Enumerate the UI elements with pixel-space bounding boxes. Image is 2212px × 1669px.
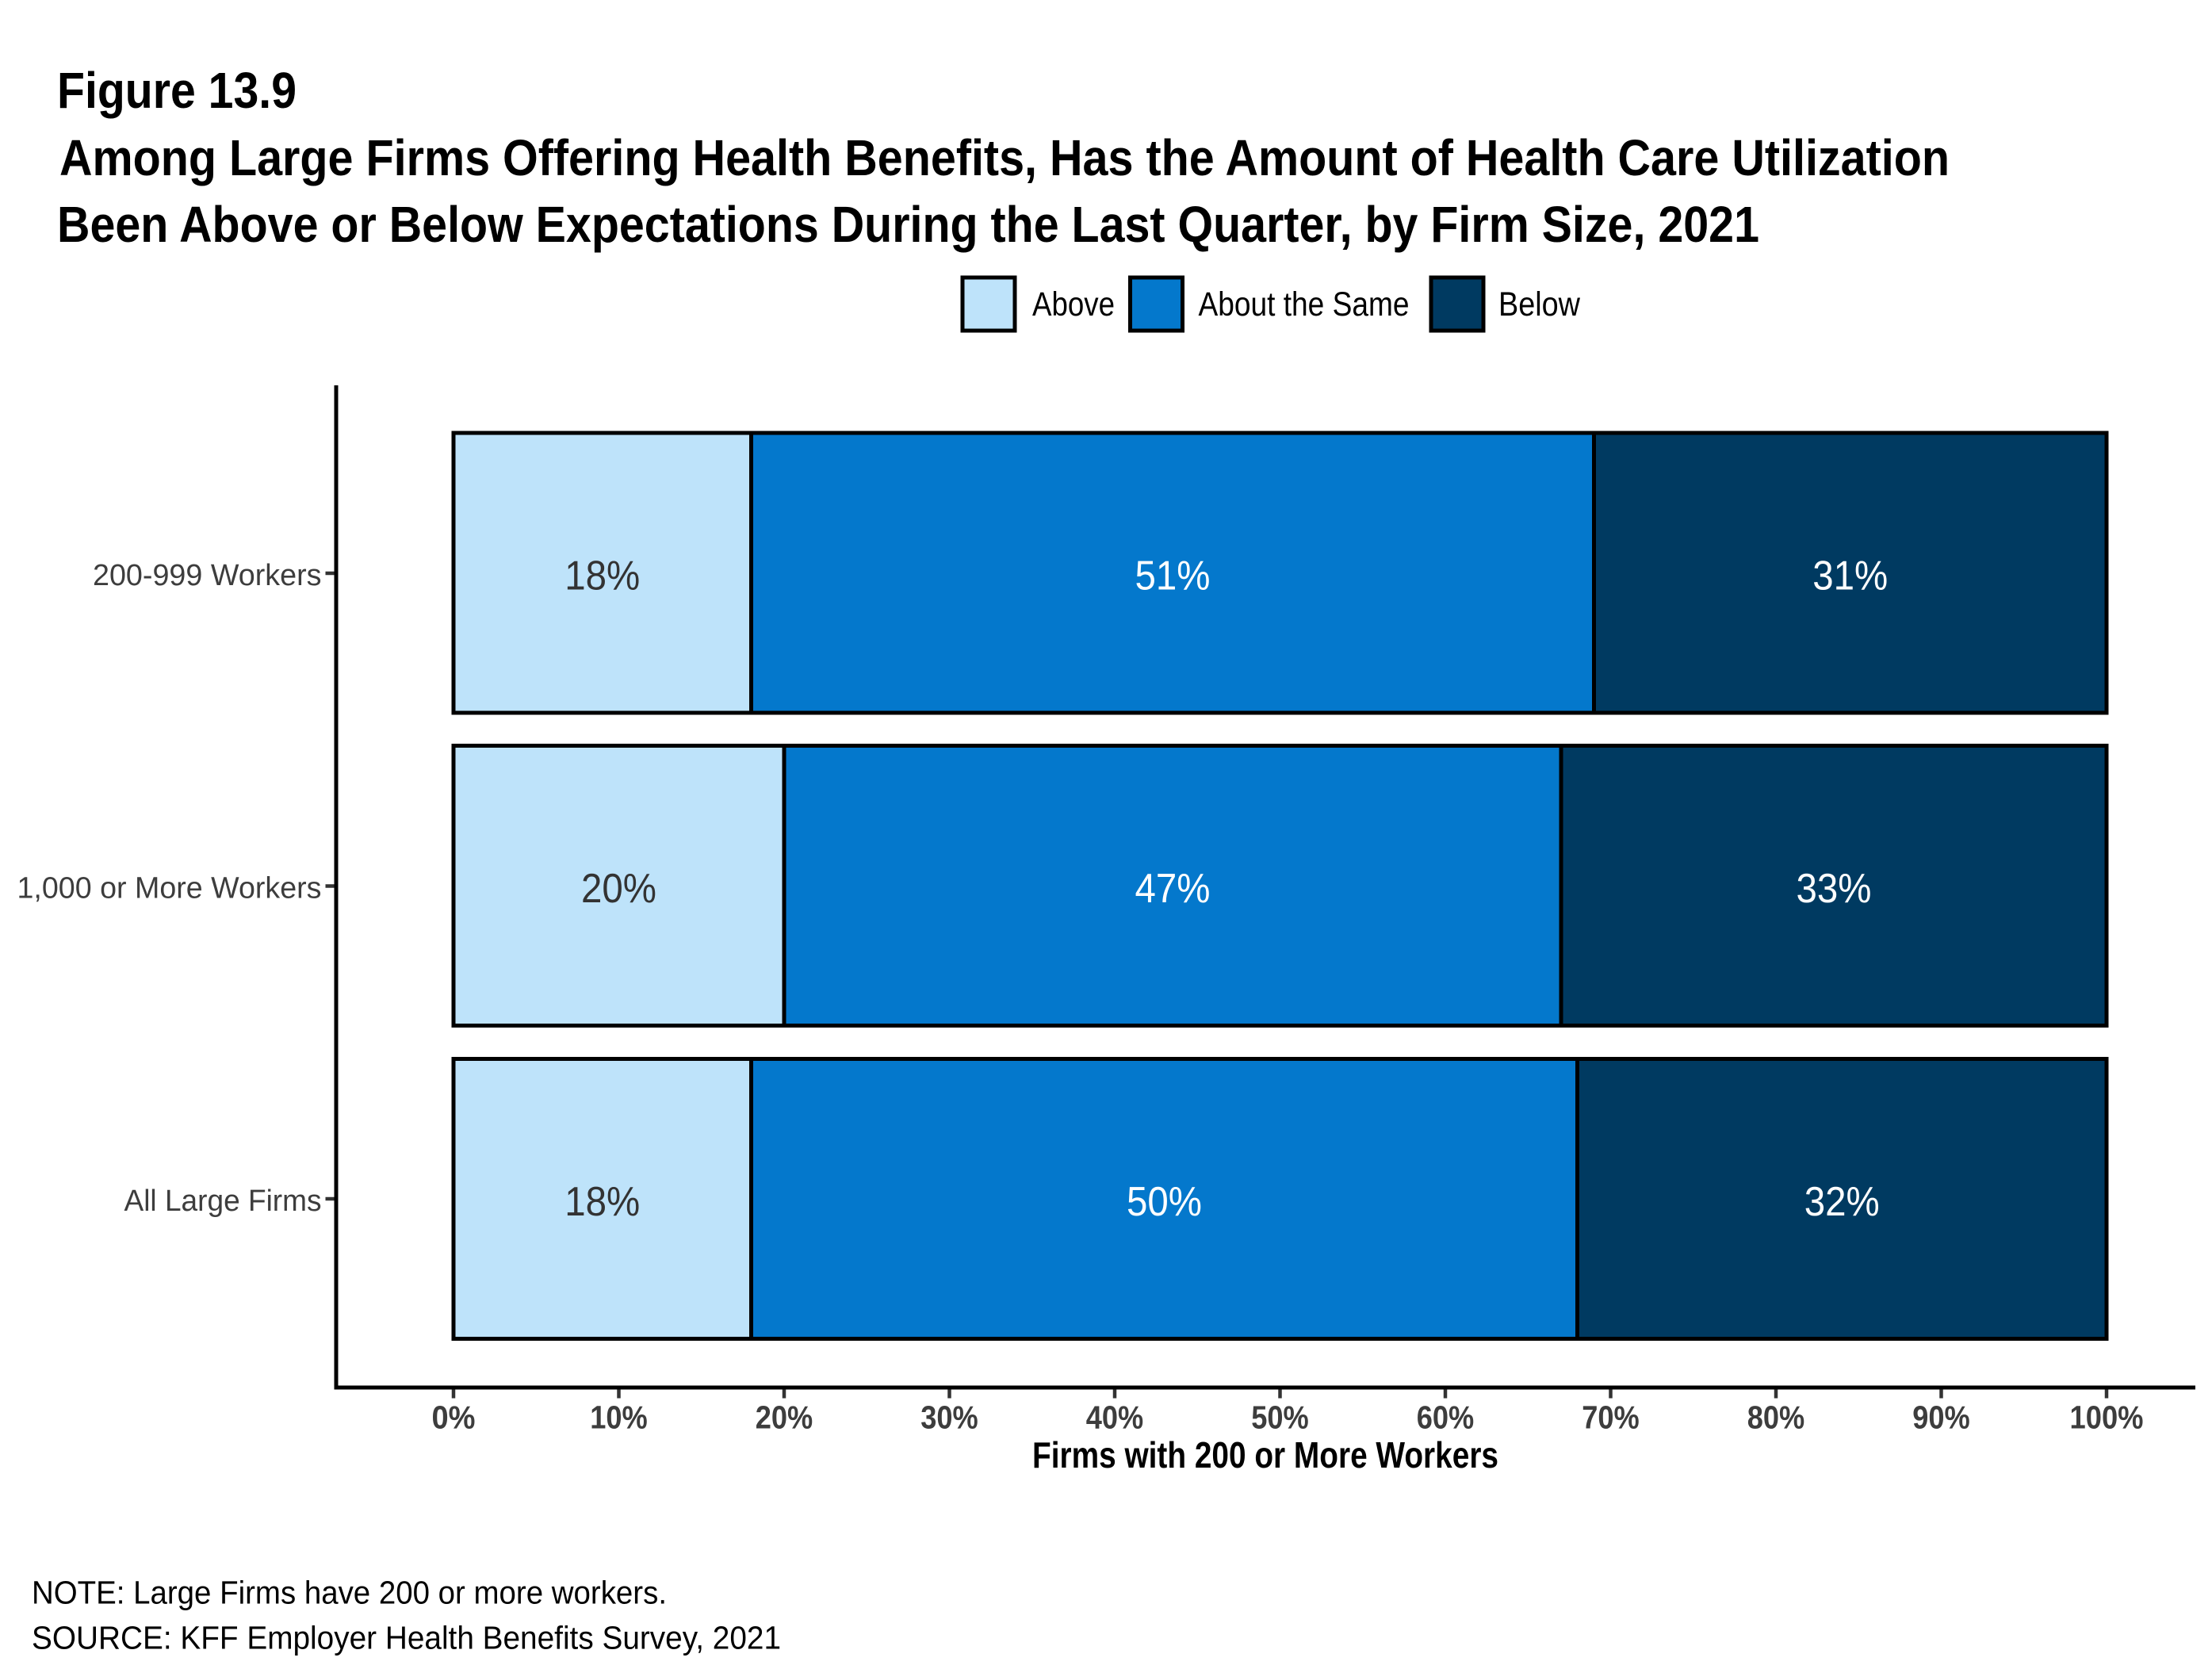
svg-text:60%: 60% — [1417, 1399, 1475, 1436]
svg-text:18%: 18% — [564, 553, 640, 599]
svg-text:31%: 31% — [1812, 553, 1888, 599]
svg-text:50%: 50% — [1127, 1179, 1202, 1225]
svg-text:33%: 33% — [1797, 866, 1872, 912]
svg-text:70%: 70% — [1582, 1399, 1640, 1436]
svg-text:200-999 Workers: 200-999 Workers — [93, 559, 322, 592]
svg-text:47%: 47% — [1135, 866, 1211, 912]
svg-text:90%: 90% — [1912, 1399, 1970, 1436]
svg-text:Been Above or Below Expectatio: Been Above or Below Expectations During … — [57, 196, 1759, 253]
svg-text:Below: Below — [1498, 285, 1581, 323]
svg-text:10%: 10% — [590, 1399, 648, 1436]
svg-text:32%: 32% — [1804, 1179, 1880, 1225]
svg-text:18%: 18% — [564, 1179, 640, 1225]
svg-text:51%: 51% — [1135, 553, 1211, 599]
svg-text:NOTE: Large Firms have 200 or: NOTE: Large Firms have 200 or more worke… — [32, 1575, 667, 1611]
svg-text:20%: 20% — [581, 866, 656, 912]
svg-text:80%: 80% — [1747, 1399, 1805, 1436]
svg-text:50%: 50% — [1251, 1399, 1309, 1436]
svg-text:1,000 or More Workers: 1,000 or More Workers — [17, 872, 322, 905]
svg-text:Among Large Firms Offering Hea: Among Large Firms Offering Health Benefi… — [59, 129, 1950, 186]
svg-text:Firms with 200 or More Workers: Firms with 200 or More Workers — [1032, 1434, 1498, 1476]
svg-text:Figure 13.9: Figure 13.9 — [57, 62, 297, 119]
svg-text:100%: 100% — [2070, 1399, 2144, 1436]
svg-text:Above: Above — [1032, 285, 1115, 323]
svg-text:30%: 30% — [920, 1399, 978, 1436]
svg-text:All Large Firms: All Large Firms — [124, 1185, 322, 1218]
svg-text:0%: 0% — [432, 1399, 476, 1436]
svg-text:About the Same: About the Same — [1199, 285, 1410, 323]
svg-text:20%: 20% — [756, 1399, 813, 1436]
svg-text:40%: 40% — [1086, 1399, 1144, 1436]
svg-text:SOURCE: KFF Employer Health Be: SOURCE: KFF Employer Health Benefits Sur… — [32, 1620, 781, 1656]
